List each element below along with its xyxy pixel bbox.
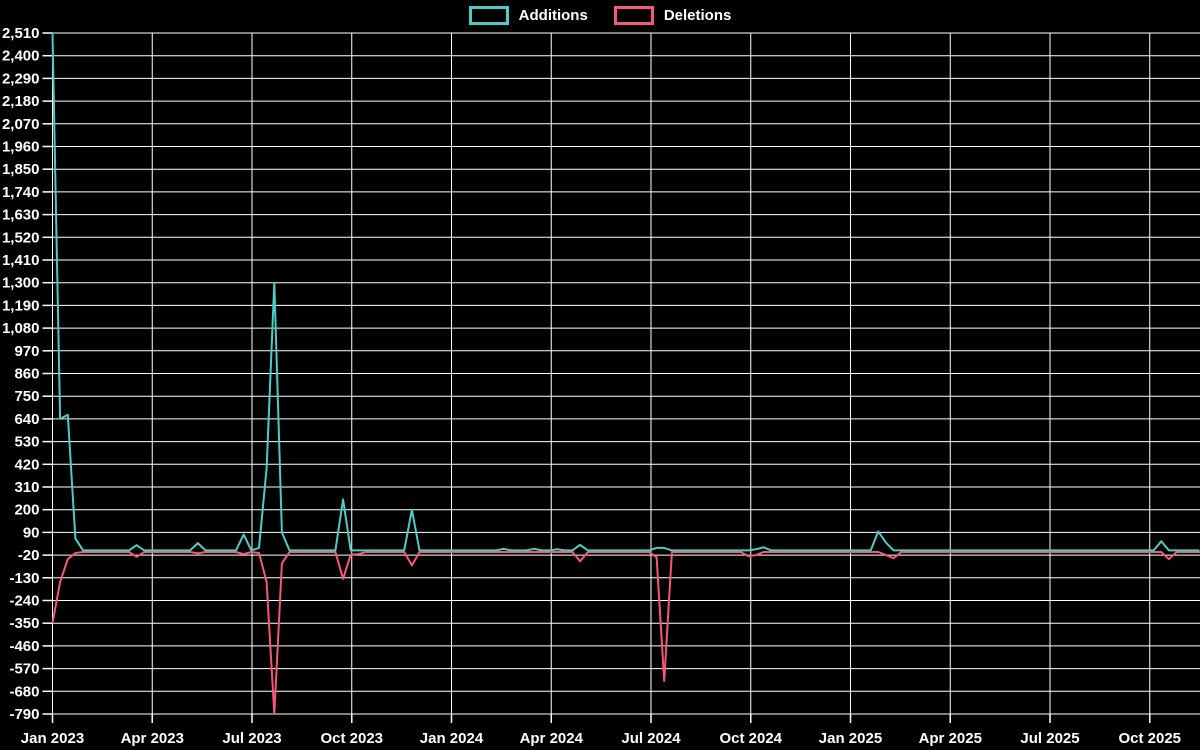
additions-swatch-icon (468, 6, 509, 25)
x-tick-label: Oct 2024 (719, 730, 782, 747)
y-tick-label: -350 (9, 615, 39, 632)
y-tick-label: -240 (9, 593, 39, 610)
y-tick-label: 1,410 (2, 252, 40, 269)
y-tick-label: 1,740 (2, 184, 40, 201)
x-tick-label: Apr 2023 (121, 730, 184, 747)
y-tick-label: -460 (9, 638, 39, 655)
y-tick-label: -130 (9, 570, 39, 587)
x-tick-label: Jan 2023 (21, 730, 84, 747)
y-tick-label: 2,180 (2, 93, 40, 110)
x-tick-label: Oct 2025 (1118, 730, 1181, 747)
data-series (51, 32, 1200, 715)
y-tick-label: 1,300 (2, 275, 40, 292)
y-tick-label: 2,400 (2, 48, 40, 65)
y-tick-label: 420 (14, 456, 39, 473)
x-tick-label: Jan 2024 (420, 730, 484, 747)
y-tick-label: -790 (9, 706, 39, 723)
y-tick-label: 2,290 (2, 70, 40, 87)
x-tick-label: Jul 2024 (621, 730, 681, 747)
y-tick-label: 1,960 (2, 139, 40, 156)
tick-marks (42, 32, 1151, 723)
x-tick-label: Apr 2025 (919, 730, 982, 747)
axis-labels: 2,510 2,400 2,290 2,180 2,070 1,960 1,850 1,740… (2, 25, 1181, 747)
y-tick-label: 530 (14, 434, 39, 451)
x-tick-label: Oct 2023 (320, 730, 383, 747)
additions-line (51, 32, 1200, 552)
y-tick-label: 310 (14, 479, 39, 496)
legend-item-additions[interactable]: Additions (468, 6, 588, 25)
y-tick-label: -20 (18, 547, 40, 564)
legend-item-deletions[interactable]: Deletions (613, 6, 732, 25)
y-tick-label: 860 (14, 366, 39, 383)
y-tick-label: 90 (23, 524, 40, 541)
y-tick-label: -680 (9, 683, 39, 700)
x-tick-label: Apr 2024 (520, 730, 584, 747)
legend: Additions Deletions (0, 6, 1200, 25)
deletions-label: Deletions (663, 7, 732, 24)
additions-label: Additions (518, 7, 588, 24)
gridlines (52, 32, 1200, 715)
y-tick-label: 1,850 (2, 161, 40, 178)
y-tick-label: 200 (14, 502, 39, 519)
y-tick-label: 1,630 (2, 207, 40, 224)
deletions-swatch-icon (613, 6, 654, 25)
x-tick-label: Jan 2025 (819, 730, 882, 747)
y-tick-label: 640 (14, 411, 39, 428)
y-tick-label: -570 (9, 661, 39, 678)
y-tick-label: 750 (14, 388, 39, 405)
y-tick-label: 1,080 (2, 320, 40, 337)
y-tick-label: 1,520 (2, 229, 40, 246)
y-tick-label: 970 (14, 343, 39, 360)
x-tick-label: Jul 2025 (1020, 730, 1079, 747)
y-tick-label: 2,510 (2, 25, 40, 42)
y-tick-label: 2,070 (2, 116, 40, 133)
x-tick-label: Jul 2023 (222, 730, 281, 747)
deletions-line (51, 551, 1200, 715)
y-tick-label: 1,190 (2, 297, 40, 314)
